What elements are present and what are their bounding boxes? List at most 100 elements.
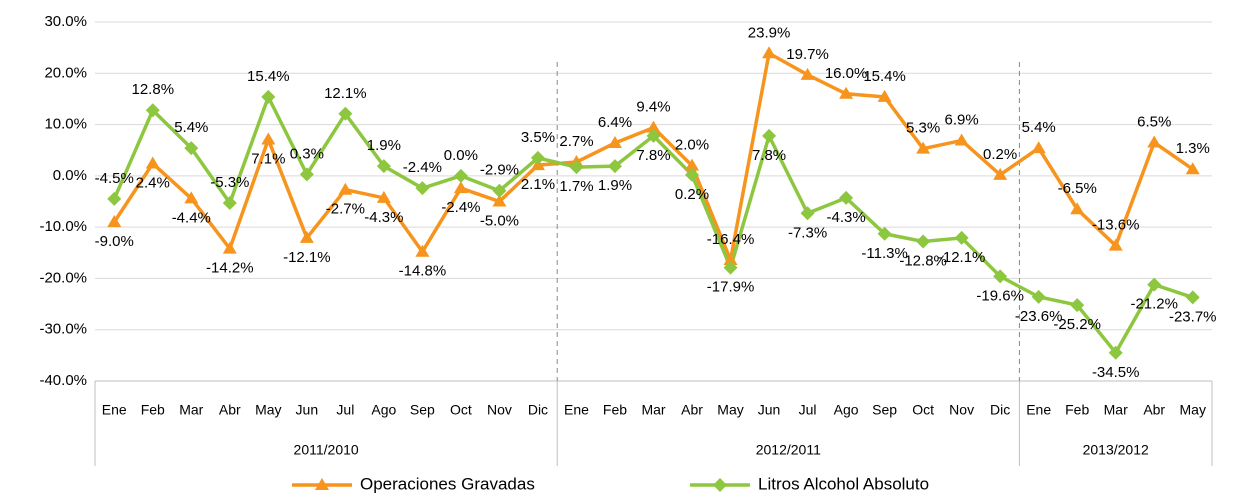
- point: [954, 133, 969, 146]
- y-tick-label: -20.0%: [39, 269, 87, 286]
- point: [1147, 135, 1162, 148]
- data-label: 12.8%: [132, 81, 175, 98]
- data-label: -6.5%: [1058, 180, 1097, 197]
- x-tick-label: Mar: [641, 402, 665, 418]
- point: [839, 190, 854, 205]
- point: [646, 128, 661, 143]
- data-label: 6.5%: [1137, 113, 1171, 130]
- point: [299, 167, 314, 182]
- data-label: -13.6%: [1092, 217, 1140, 234]
- group-label: 2013/2012: [1083, 442, 1149, 458]
- data-label: -34.5%: [1092, 364, 1140, 381]
- data-label: 7.8%: [636, 147, 670, 164]
- x-tick-label: May: [255, 402, 281, 418]
- point: [415, 244, 430, 257]
- x-tick-label: Dic: [990, 402, 1010, 418]
- point: [184, 141, 199, 156]
- x-tick-label: Oct: [450, 402, 472, 418]
- data-label: 16.0%: [825, 65, 868, 82]
- data-label: -14.8%: [399, 263, 447, 280]
- point: [1185, 162, 1200, 175]
- x-tick-label: Sep: [872, 402, 897, 418]
- point: [1147, 277, 1162, 292]
- data-label: -17.9%: [707, 279, 755, 296]
- y-tick-label: 0.0%: [53, 167, 87, 184]
- group-label: 2012/2011: [756, 442, 821, 458]
- data-label: 2.0%: [675, 137, 709, 154]
- data-label: 15.4%: [863, 68, 906, 85]
- point: [954, 230, 969, 245]
- point: [607, 136, 622, 149]
- data-label: -14.2%: [206, 260, 254, 277]
- x-tick-label: Ago: [371, 402, 396, 418]
- data-label: 0.2%: [675, 186, 709, 203]
- x-tick-label: Ago: [834, 402, 859, 418]
- y-tick-label: -30.0%: [39, 321, 87, 338]
- x-tick-label: Nov: [949, 402, 974, 418]
- x-tick-label: Dic: [528, 402, 548, 418]
- data-label: -4.3%: [364, 209, 403, 226]
- data-label: -23.6%: [1015, 308, 1063, 325]
- data-label: 23.9%: [748, 24, 791, 41]
- point: [338, 106, 353, 121]
- point: [1070, 202, 1085, 215]
- point: [1185, 290, 1200, 305]
- point: [145, 103, 160, 118]
- data-label: -9.0%: [95, 233, 134, 250]
- data-label: -2.9%: [480, 162, 519, 179]
- point: [685, 167, 700, 182]
- data-label: 3.5%: [521, 129, 555, 146]
- x-tick-label: Ene: [564, 402, 589, 418]
- y-tick-label: 30.0%: [44, 13, 87, 30]
- data-label: 1.7%: [559, 178, 593, 195]
- data-label: -2.4%: [403, 159, 442, 176]
- data-label: -4.5%: [95, 170, 134, 187]
- data-label: 2.7%: [559, 133, 593, 150]
- point: [877, 226, 892, 241]
- point: [530, 150, 545, 165]
- x-tick-label: May: [1180, 402, 1206, 418]
- point: [338, 182, 353, 195]
- point: [723, 260, 738, 275]
- data-label: 0.2%: [983, 146, 1017, 163]
- point: [415, 181, 430, 196]
- point: [762, 46, 777, 59]
- point: [1108, 345, 1123, 360]
- data-label: 0.0%: [444, 147, 478, 164]
- point: [916, 141, 931, 154]
- point: [184, 191, 199, 204]
- data-label: 0.3%: [290, 145, 324, 162]
- data-label: -19.6%: [976, 287, 1024, 304]
- data-label: 7.8%: [752, 147, 786, 164]
- data-label: -2.4%: [441, 199, 480, 216]
- x-tick-label: Mar: [179, 402, 203, 418]
- y-tick-label: 10.0%: [44, 116, 87, 133]
- point: [723, 252, 738, 265]
- data-label: 6.9%: [945, 111, 979, 128]
- point: [800, 67, 815, 80]
- data-label: 2.4%: [136, 175, 170, 192]
- data-label: -23.7%: [1169, 308, 1217, 325]
- point: [1031, 289, 1046, 304]
- point: [145, 156, 160, 169]
- point: [646, 120, 661, 133]
- x-tick-label: Jul: [799, 402, 817, 418]
- data-label: 2.1%: [521, 176, 555, 193]
- point: [916, 234, 931, 249]
- point: [685, 158, 700, 171]
- data-label: 1.9%: [598, 177, 632, 194]
- point: [492, 194, 507, 207]
- x-tick-label: Jul: [336, 402, 354, 418]
- x-tick-label: Jun: [758, 402, 781, 418]
- data-label: -16.4%: [707, 231, 755, 248]
- data-label: -12.8%: [899, 252, 947, 269]
- point: [107, 191, 122, 206]
- data-label: 1.9%: [367, 137, 401, 154]
- data-label: -12.1%: [938, 249, 986, 266]
- point: [1070, 298, 1085, 313]
- point: [993, 167, 1008, 180]
- data-label: 7.1%: [251, 150, 285, 167]
- point: [299, 230, 314, 243]
- x-tick-label: Feb: [1065, 402, 1089, 418]
- point: [376, 190, 391, 203]
